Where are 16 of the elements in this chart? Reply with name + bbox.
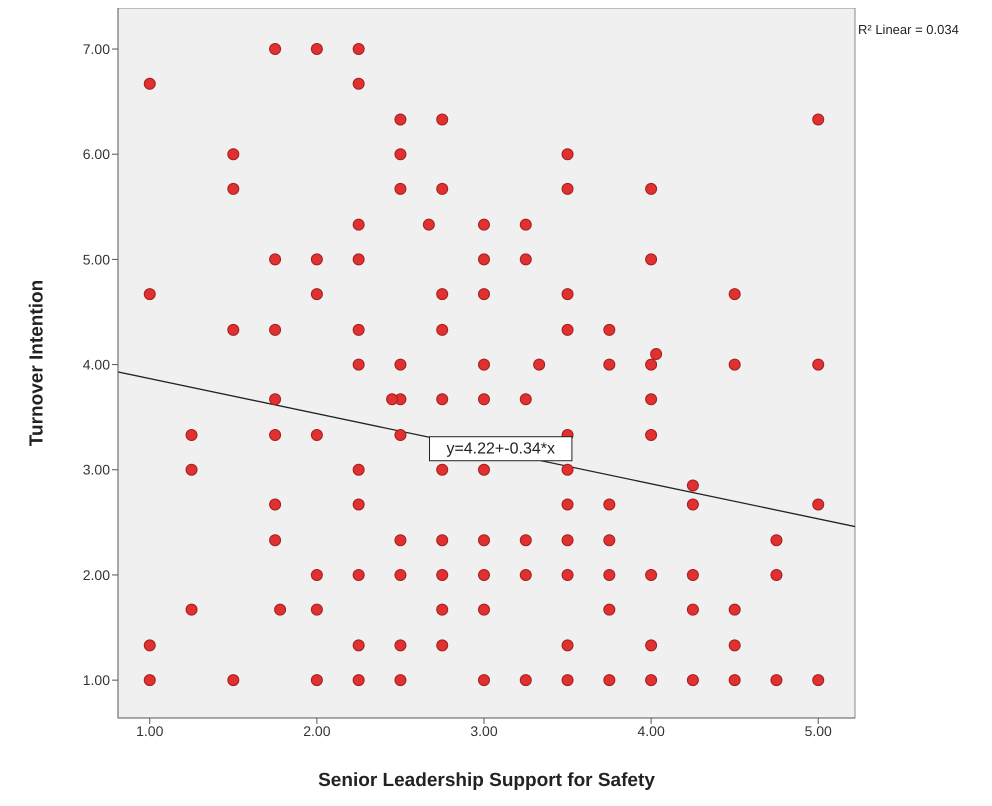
y-tick-label: 5.00 <box>82 251 110 268</box>
y-tick-label: 4.00 <box>82 356 110 373</box>
y-tick-label: 7.00 <box>82 40 110 57</box>
y-tick-label: 3.00 <box>82 462 110 478</box>
y-tick-label: 1.00 <box>82 672 110 688</box>
y-tick-label: 6.00 <box>82 146 110 162</box>
x-axis-title: Senior Leadership Support for Safety <box>318 770 656 791</box>
y-axis-title: Turnover Intention <box>26 280 48 446</box>
x-tick-label: 1.00 <box>136 722 164 739</box>
x-tick-label: 5.00 <box>804 722 832 739</box>
x-tick-label: 4.00 <box>637 722 665 739</box>
x-tick-label: 3.00 <box>470 722 498 739</box>
text: R² Linear = 0.034 <box>858 22 959 37</box>
y-tick-label: 2.00 <box>82 566 110 583</box>
annotation: y=4.22+-0.34*x <box>446 440 555 458</box>
x-tick-label: 2.00 <box>303 722 331 739</box>
